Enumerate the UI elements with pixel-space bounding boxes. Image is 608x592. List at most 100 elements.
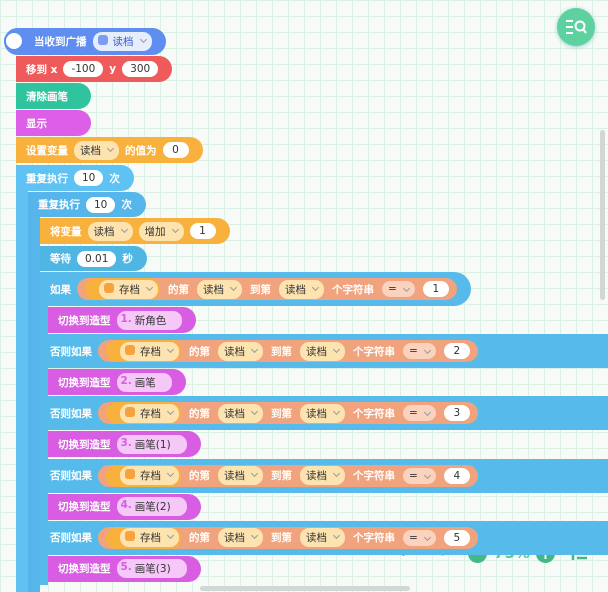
costume-block[interactable]: 切换到造型 3. 画笔(1) [48,431,201,458]
repeat-arm [28,205,40,592]
block-label: 重复执行 [38,199,80,211]
input-field[interactable]: 10 [86,196,116,213]
input-field[interactable]: 0 [162,142,189,158]
dropdown[interactable]: 读档 [218,528,263,548]
block-label: 秒 [122,253,133,265]
block-label: 当收到广播 [34,36,87,48]
costume-block[interactable]: 切换到造型 2. 画笔 [48,369,186,396]
block-label: 5. [120,561,132,574]
dropdown-text: 存档 [140,532,161,545]
block-label: 将变量 [50,225,82,238]
block-label: 否则如果 [50,470,92,483]
dropdown[interactable]: = [403,529,436,546]
dropdown[interactable]: 读档 [197,279,242,299]
block-label: 到第 [250,283,271,296]
input-field[interactable]: 300 [122,61,159,77]
dropdown-icon [125,469,135,480]
input-field[interactable]: 1 [422,281,449,297]
block-label: 次 [121,199,132,211]
dropdown[interactable]: 读档 [218,466,263,486]
dropdown[interactable]: 存档 [99,279,158,299]
dropdown[interactable]: 存档 [120,466,179,486]
input-field[interactable]: 3 [443,405,470,422]
block-label: 否则如果 [50,407,92,420]
costume-dropdown: 4. 画笔(2) [116,497,187,517]
dropdown[interactable]: 读档 [92,32,152,51]
dropdown[interactable]: 读档 [74,140,119,160]
block-label: 等待 [50,253,71,265]
dropdown[interactable]: 存档 [120,528,179,548]
dropdown[interactable]: 存档 [120,341,179,361]
costume-block[interactable]: 切换到造型 5. 画笔(3) [48,555,201,582]
block-label: 个字符串 [353,470,395,483]
dropdown[interactable]: = [403,405,436,422]
input-field[interactable]: 5 [443,529,470,546]
block-label: 重复执行 [26,172,68,185]
block-label: 个字符串 [353,532,395,545]
code-view-button[interactable] [557,8,595,46]
list-item-reporter: 存档 [106,340,181,363]
costume-dropdown: 1. 新角色 [116,310,183,330]
if-block[interactable]: 否则如果 存档 的第 读档 到第 读档 个字符串 = 4 [40,458,608,493]
input-field[interactable]: 4 [443,467,470,484]
block-label: 3. [120,436,132,449]
dropdown[interactable]: 存档 [120,403,179,423]
repeat-block[interactable]: 重复执行 10 次 [28,192,146,217]
block-label: 画笔(3) [134,563,171,576]
repeat-block[interactable]: 重复执行 10 次 [16,165,134,191]
condition: 存档 的第 读档 到第 读档 个字符串 = 4 [98,464,478,487]
input-field[interactable]: 2 [443,343,470,360]
variable-block[interactable]: 设置变量 读档 的值为 0 [16,137,203,163]
dropdown-icon [104,282,114,293]
dropdown-text: 存档 [140,470,161,483]
costume-index: 5. [121,561,132,576]
costume-index: 4. [121,499,132,514]
input-field[interactable]: 1 [189,223,216,239]
block-label: 到第 [271,532,292,545]
input-field[interactable]: 0.01 [77,250,117,267]
input-field[interactable]: 10 [74,170,104,186]
pen-block[interactable]: 清除画笔 [16,83,91,109]
hat-icon [4,31,24,51]
block-label: 否则如果 [50,345,92,358]
if-block[interactable]: 否则如果 存档 的第 读档 到第 读档 个字符串 = 2 [40,334,608,369]
hat-block[interactable]: 当收到广播 读档 [4,28,166,55]
costume-block[interactable]: 切换到造型 4. 画笔(2) [48,493,201,520]
dropdown[interactable]: 读档 [218,403,263,423]
dropdown[interactable]: 读档 [300,466,345,486]
if-block[interactable]: 如果 存档 的第 读档 到第 读档 个字符串 = 1 [40,272,471,306]
looks-block[interactable]: 显示 [16,110,91,136]
dropdown[interactable]: 读档 [218,341,263,361]
input-field[interactable]: -100 [63,61,104,77]
motion-block[interactable]: 移到 x -100 y 300 [16,56,173,82]
costume-block[interactable]: 切换到造型 1. 新角色 [48,307,197,333]
wait-block[interactable]: 等待 0.01 秒 [40,246,147,271]
variable-block[interactable]: 将变量 读档 增加 1 [40,218,230,244]
block-label: 切换到造型 [58,314,111,327]
costume-dropdown: 2. 画笔 [116,372,172,392]
costume-index: 2. [121,375,132,390]
condition: 存档 的第 读档 到第 读档 个字符串 = 2 [98,340,478,363]
block-label: 显示 [26,117,47,130]
dropdown[interactable]: = [403,467,436,484]
block-label: 的值为 [125,144,157,157]
dropdown[interactable]: 读档 [300,528,345,548]
list-item-reporter: 存档 [106,402,181,425]
block-label: 的第 [189,532,210,545]
dropdown-text: 存档 [140,407,161,420]
if-block[interactable]: 否则如果 存档 的第 读档 到第 读档 个字符串 = 3 [40,396,608,431]
if-block[interactable]: 否则如果 存档 的第 读档 到第 读档 个字符串 = 5 [40,520,608,555]
dropdown[interactable]: 增加 [138,221,184,241]
dropdown[interactable]: = [403,343,436,360]
dropdown[interactable]: 读档 [300,341,345,361]
dropdown[interactable]: = [382,281,415,297]
dropdown[interactable]: 读档 [87,221,133,241]
dropdown[interactable]: 读档 [279,279,324,299]
block-label: 1. [120,312,132,325]
condition: 存档 的第 读档 到第 读档 个字符串 = 5 [98,526,478,549]
dropdown-text: 存档 [119,283,140,296]
block-label: 切换到造型 [58,376,111,389]
dropdown[interactable]: 读档 [300,403,345,423]
block-label: 画笔(1) [134,438,171,451]
block-label: 的第 [189,407,210,420]
